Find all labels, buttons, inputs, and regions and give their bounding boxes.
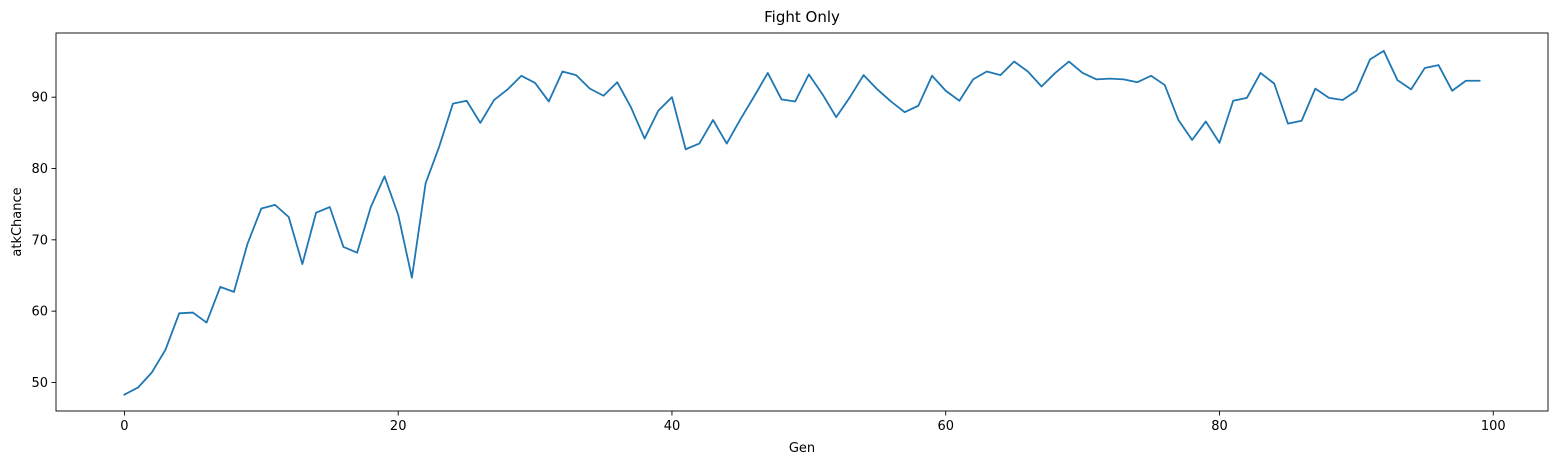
x-tick-label: 100 [1481,419,1506,434]
x-tick-label: 80 [1211,419,1228,434]
x-axis-label: Gen [789,441,815,456]
y-axis-label: atkChance [10,187,25,256]
plot-area [55,32,1549,412]
plot-frame [55,32,1549,412]
y-tick-label: 70 [31,233,48,248]
y-tick-label: 80 [31,162,48,177]
x-tick-label: 20 [390,419,407,434]
series-line [123,49,1481,396]
y-axis: 50 60 70 80 90 [31,91,56,391]
y-tick-label: 60 [31,305,48,320]
chart-title: Fight Only [764,8,840,26]
series-layer [123,49,1481,396]
x-tick-label: 0 [120,419,128,434]
y-tick-label: 90 [31,91,48,106]
x-tick-label: 60 [937,419,954,434]
y-tick-label: 50 [31,376,48,391]
x-tick-label: 40 [664,419,681,434]
x-axis: 0 20 40 60 80 100 [120,411,1506,434]
